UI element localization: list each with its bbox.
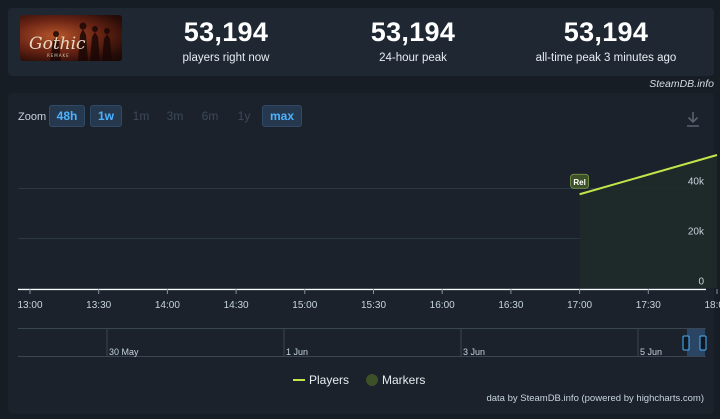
zoom-button-1w[interactable]: 1w bbox=[90, 105, 122, 127]
navigator-label: 1 Jun bbox=[286, 347, 308, 357]
stat-24h-peak: 53,194 24-hour peak bbox=[333, 8, 493, 65]
zoom-label: Zoom bbox=[18, 111, 47, 123]
game-logo-art: Gothic REMAKE bbox=[29, 22, 112, 61]
zoom-button-1y[interactable]: 1y bbox=[237, 109, 251, 123]
legend-players-swatch bbox=[293, 379, 305, 381]
zoom-button-3m[interactable]: 3m bbox=[166, 109, 184, 123]
zoom-button-48h[interactable]: 48h bbox=[49, 105, 85, 127]
stat-value: 53,194 bbox=[183, 17, 269, 47]
x-tick-label: 13:30 bbox=[86, 300, 111, 311]
game-logo-title: Gothic bbox=[29, 34, 86, 54]
legend-markers[interactable]: Markers bbox=[382, 373, 426, 387]
chart-series bbox=[579, 154, 718, 196]
players-line bbox=[579, 154, 718, 196]
svg-text:REMAKE: REMAKE bbox=[47, 53, 70, 58]
navigator-label: 5 Jun bbox=[640, 347, 662, 357]
chart-markers[interactable]: Rel bbox=[570, 173, 589, 189]
navigator-handle-right[interactable] bbox=[699, 335, 707, 351]
x-tick-label: 14:30 bbox=[224, 300, 249, 311]
y-tick-label: 0 bbox=[698, 277, 704, 288]
stat-label: all-time peak 3 minutes ago bbox=[535, 52, 677, 64]
stat-value: 53,194 bbox=[563, 17, 649, 47]
x-tick-label: 13:00 bbox=[17, 300, 42, 311]
x-tick-label: 16:30 bbox=[498, 300, 523, 311]
navigator-label: 3 Jun bbox=[463, 347, 485, 357]
players-area bbox=[579, 155, 717, 288]
release-marker[interactable]: Rel bbox=[570, 173, 589, 189]
stat-label: 24-hour peak bbox=[379, 52, 447, 64]
y-tick-label: 40k bbox=[688, 177, 705, 188]
navigator[interactable]: 30 May 1 Jun 3 Jun 5 Jun bbox=[18, 328, 707, 357]
zoom-button-6m[interactable]: 6m bbox=[201, 109, 219, 123]
stat-alltime-peak: 53,194 all-time peak 3 minutes ago bbox=[526, 8, 686, 65]
x-tick-label: 15:30 bbox=[361, 300, 386, 311]
release-marker-label: Rel bbox=[573, 178, 585, 187]
chart-area bbox=[579, 155, 717, 288]
y-axis: 0 20k 40k bbox=[688, 177, 705, 288]
x-tick-label: 18:00 bbox=[704, 300, 720, 311]
steamdb-credit[interactable]: SteamDB.info bbox=[649, 78, 714, 90]
chart-credit[interactable]: data by SteamDB.info (powered by highcha… bbox=[486, 393, 704, 404]
y-tick-label: 20k bbox=[688, 227, 705, 238]
download-icon[interactable] bbox=[684, 109, 702, 129]
x-axis: 13:00 13:30 14:00 14:30 15:00 15:30 16:00 16:30… bbox=[17, 288, 720, 311]
zoom-button-1m[interactable]: 1m bbox=[132, 109, 150, 123]
stat-label: players right now bbox=[182, 52, 270, 64]
release-marker-badge bbox=[570, 173, 589, 189]
legend-players[interactable]: Players bbox=[309, 373, 350, 387]
x-tick-label: 17:00 bbox=[567, 300, 592, 311]
stat-current-players: 53,194 players right now bbox=[146, 8, 306, 65]
stat-value: 53,194 bbox=[370, 17, 456, 47]
legend-markers-swatch bbox=[366, 374, 378, 386]
x-tick-label: 15:00 bbox=[292, 300, 317, 311]
x-tick-label: 14:00 bbox=[155, 300, 180, 311]
navigator-handle-left[interactable] bbox=[682, 335, 690, 351]
x-tick-label: 16:00 bbox=[430, 300, 455, 311]
stats-panel: Gothic REMAKE 53,194 players right now 5… bbox=[8, 8, 714, 76]
game-logo[interactable]: Gothic REMAKE bbox=[20, 15, 122, 61]
navigator-label: 30 May bbox=[109, 347, 139, 357]
x-tick-label: 17:30 bbox=[636, 300, 661, 311]
zoom-button-max[interactable]: max bbox=[262, 105, 302, 127]
